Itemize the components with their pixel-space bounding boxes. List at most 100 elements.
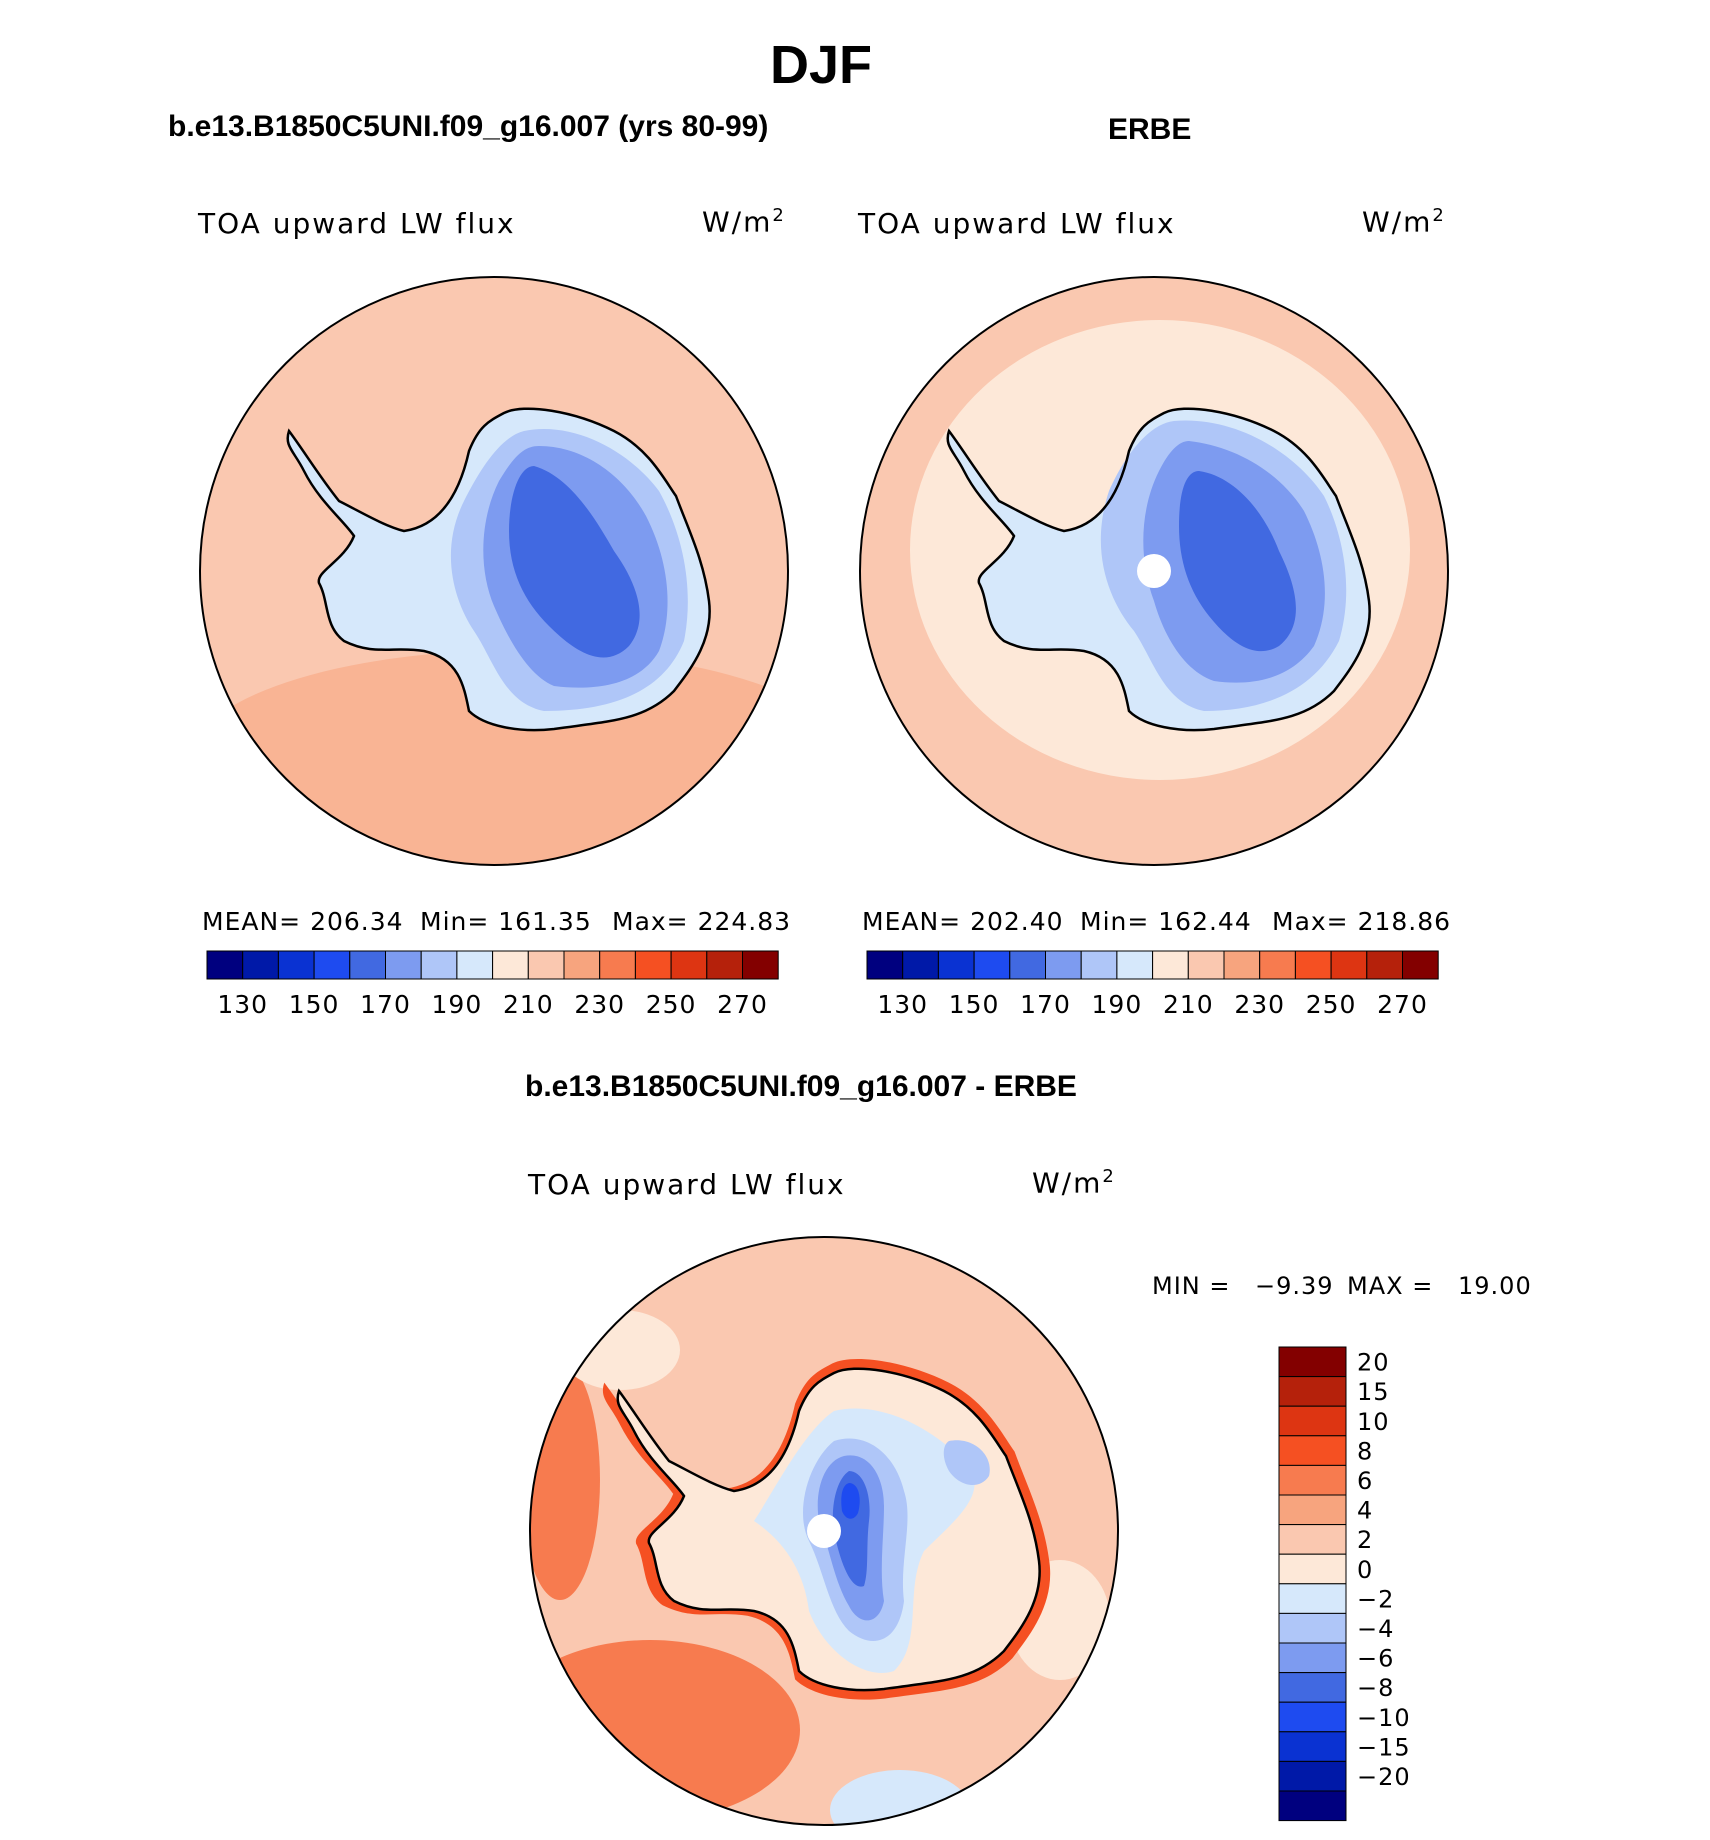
panel2-colorbar-box [902, 950, 939, 980]
contour-neg10 [841, 1483, 860, 1519]
panel2-colorbar-box [1366, 950, 1404, 980]
map-border [859, 276, 1449, 866]
panel2-min-stat: Min= 162.44 [1080, 907, 1252, 936]
panel1-mean-stat: MEAN= 206.34 [202, 907, 404, 936]
panel2-colorbar-tick-label: 270 [1377, 990, 1428, 1019]
contour-160 [1179, 471, 1296, 652]
panel1-colorbar-box [527, 950, 565, 980]
diff-field-label: TOA upward LW flux [528, 1168, 846, 1201]
panel2-mean-stat: MEAN= 202.40 [862, 907, 1064, 936]
map-border [199, 276, 789, 866]
panel1-colorbar-box [313, 950, 351, 980]
panel1-title: b.e13.B1850C5UNI.f09_g16.007 (yrs 80-99) [168, 110, 769, 143]
diff-colorbar-box [1278, 1790, 1347, 1822]
panel2-colorbar-box [1009, 950, 1046, 980]
diff-colorbar-box [1278, 1435, 1347, 1466]
panel2-colorbar-box [1116, 950, 1154, 980]
diff-max-label: MAX = [1347, 1272, 1434, 1300]
panel1-min-stat: Min= 161.35 [420, 907, 592, 936]
panel1-colorbar-box [670, 950, 708, 980]
panel1-colorbar-box [385, 950, 422, 980]
panel1-colorbar-tick-label: 230 [574, 990, 625, 1019]
diff-colorbar-tick-label: −6 [1357, 1645, 1394, 1673]
panel2-colorbar-box [1402, 950, 1439, 980]
panel2-colorbar-box [866, 950, 904, 980]
cool-lobe-east [943, 1440, 990, 1486]
panel1-colorbar-box [742, 950, 779, 980]
diff-colorbar-tick-label: 6 [1357, 1467, 1373, 1495]
panel2-colorbar-box [1045, 950, 1082, 980]
panel2-title: ERBE [1108, 113, 1192, 146]
weak-patch [560, 1310, 680, 1390]
diff-colorbar-box [1278, 1612, 1347, 1644]
panel1-colorbar-box [349, 950, 386, 980]
diff-colorbar-tick-label: −20 [1357, 1763, 1411, 1791]
panel2-colorbar-box [1223, 950, 1261, 980]
panel1-max-stat: Max= 224.83 [612, 907, 792, 936]
pole-mask [1137, 554, 1171, 588]
panel1-colorbar-box [563, 950, 601, 980]
diff-colorbar-tick-label: 15 [1357, 1378, 1390, 1406]
diff-min-value: −9.39 [1255, 1272, 1334, 1300]
diff-colorbar-tick-label: −4 [1357, 1615, 1394, 1643]
figure-title: DJF [770, 35, 873, 95]
diff-colorbar-tick-label: −2 [1357, 1585, 1394, 1613]
diff-colorbar-tick-label: 0 [1357, 1556, 1373, 1584]
diff-units-label: W/m2 [1032, 1166, 1116, 1200]
panel2-colorbar-tick-label: 230 [1234, 990, 1285, 1019]
diff-colorbar-box [1278, 1346, 1347, 1378]
panel2-field-label: TOA upward LW flux [858, 207, 1176, 240]
panel1-field-label: TOA upward LW flux [198, 207, 516, 240]
panel1-colorbar-box [492, 950, 529, 980]
diff-colorbar-tick-label: 4 [1357, 1497, 1373, 1525]
diff-colorbar-tick-label: −15 [1357, 1733, 1411, 1761]
panel1-colorbar-tick-label: 210 [503, 990, 554, 1019]
panel2-colorbar-tick-label: 190 [1092, 990, 1143, 1019]
panel2-colorbar-box [937, 950, 975, 980]
diff-colorbar-box [1278, 1760, 1347, 1792]
contour-160 [509, 466, 640, 658]
panel2-colorbar-box [1080, 950, 1118, 980]
diff-colorbar-tick-label: 2 [1357, 1526, 1373, 1554]
diff-panel-title: b.e13.B1850C5UNI.f09_g16.007 - ERBE [525, 1070, 1077, 1103]
panel2-colorbar-box [1152, 950, 1189, 980]
panel2-colorbar-tick-label: 150 [949, 990, 1000, 1019]
panel2-max-stat: Max= 218.86 [1272, 907, 1452, 936]
diff-colorbar-box [1278, 1405, 1347, 1437]
panel2-colorbar-tick-label: 250 [1306, 990, 1357, 1019]
diff-colorbar-tick-label: 8 [1357, 1437, 1373, 1465]
diff-colorbar-tick-label: 10 [1357, 1408, 1390, 1436]
diff-min-label: MIN = [1152, 1272, 1231, 1300]
diff-colorbar-box [1278, 1553, 1347, 1585]
panel1-colorbar-box [706, 950, 743, 980]
panel1-colorbar-tick-label: 170 [360, 990, 411, 1019]
panel1-colorbar-tick-label: 190 [432, 990, 483, 1019]
panel2-units-label: W/m2 [1362, 205, 1446, 239]
pole-mask [807, 1514, 841, 1548]
diff-colorbar-box [1278, 1524, 1347, 1555]
panel1-colorbar-box [277, 950, 315, 980]
cool-patch-south [830, 1770, 970, 1825]
panel2-colorbar-tick-label: 130 [877, 990, 928, 1019]
panel1-colorbar-tick-label: 250 [646, 990, 697, 1019]
warm-sector-sw [530, 1640, 800, 1820]
diff-colorbar-tick-label: 20 [1357, 1349, 1390, 1377]
panel1-colorbar-tick-label: 150 [289, 990, 340, 1019]
map-border [529, 1236, 1119, 1826]
panel1-colorbar-box [634, 950, 672, 980]
panel1-colorbar-tick-label: 270 [717, 990, 768, 1019]
panel1-units-label: W/m2 [702, 205, 786, 239]
diff-colorbar-tick-label: −10 [1357, 1704, 1411, 1732]
panel2-colorbar-tick-label: 170 [1020, 990, 1071, 1019]
diff-colorbar-box [1278, 1701, 1347, 1733]
panel2-colorbar-tick-label: 210 [1163, 990, 1214, 1019]
diff-colorbar-tick-label: −8 [1357, 1674, 1394, 1702]
diff-colorbar-box [1278, 1642, 1347, 1674]
panel2-colorbar-box [1294, 950, 1332, 980]
diff-max-value: 19.00 [1458, 1272, 1532, 1300]
panel1-colorbar-box [206, 950, 244, 980]
